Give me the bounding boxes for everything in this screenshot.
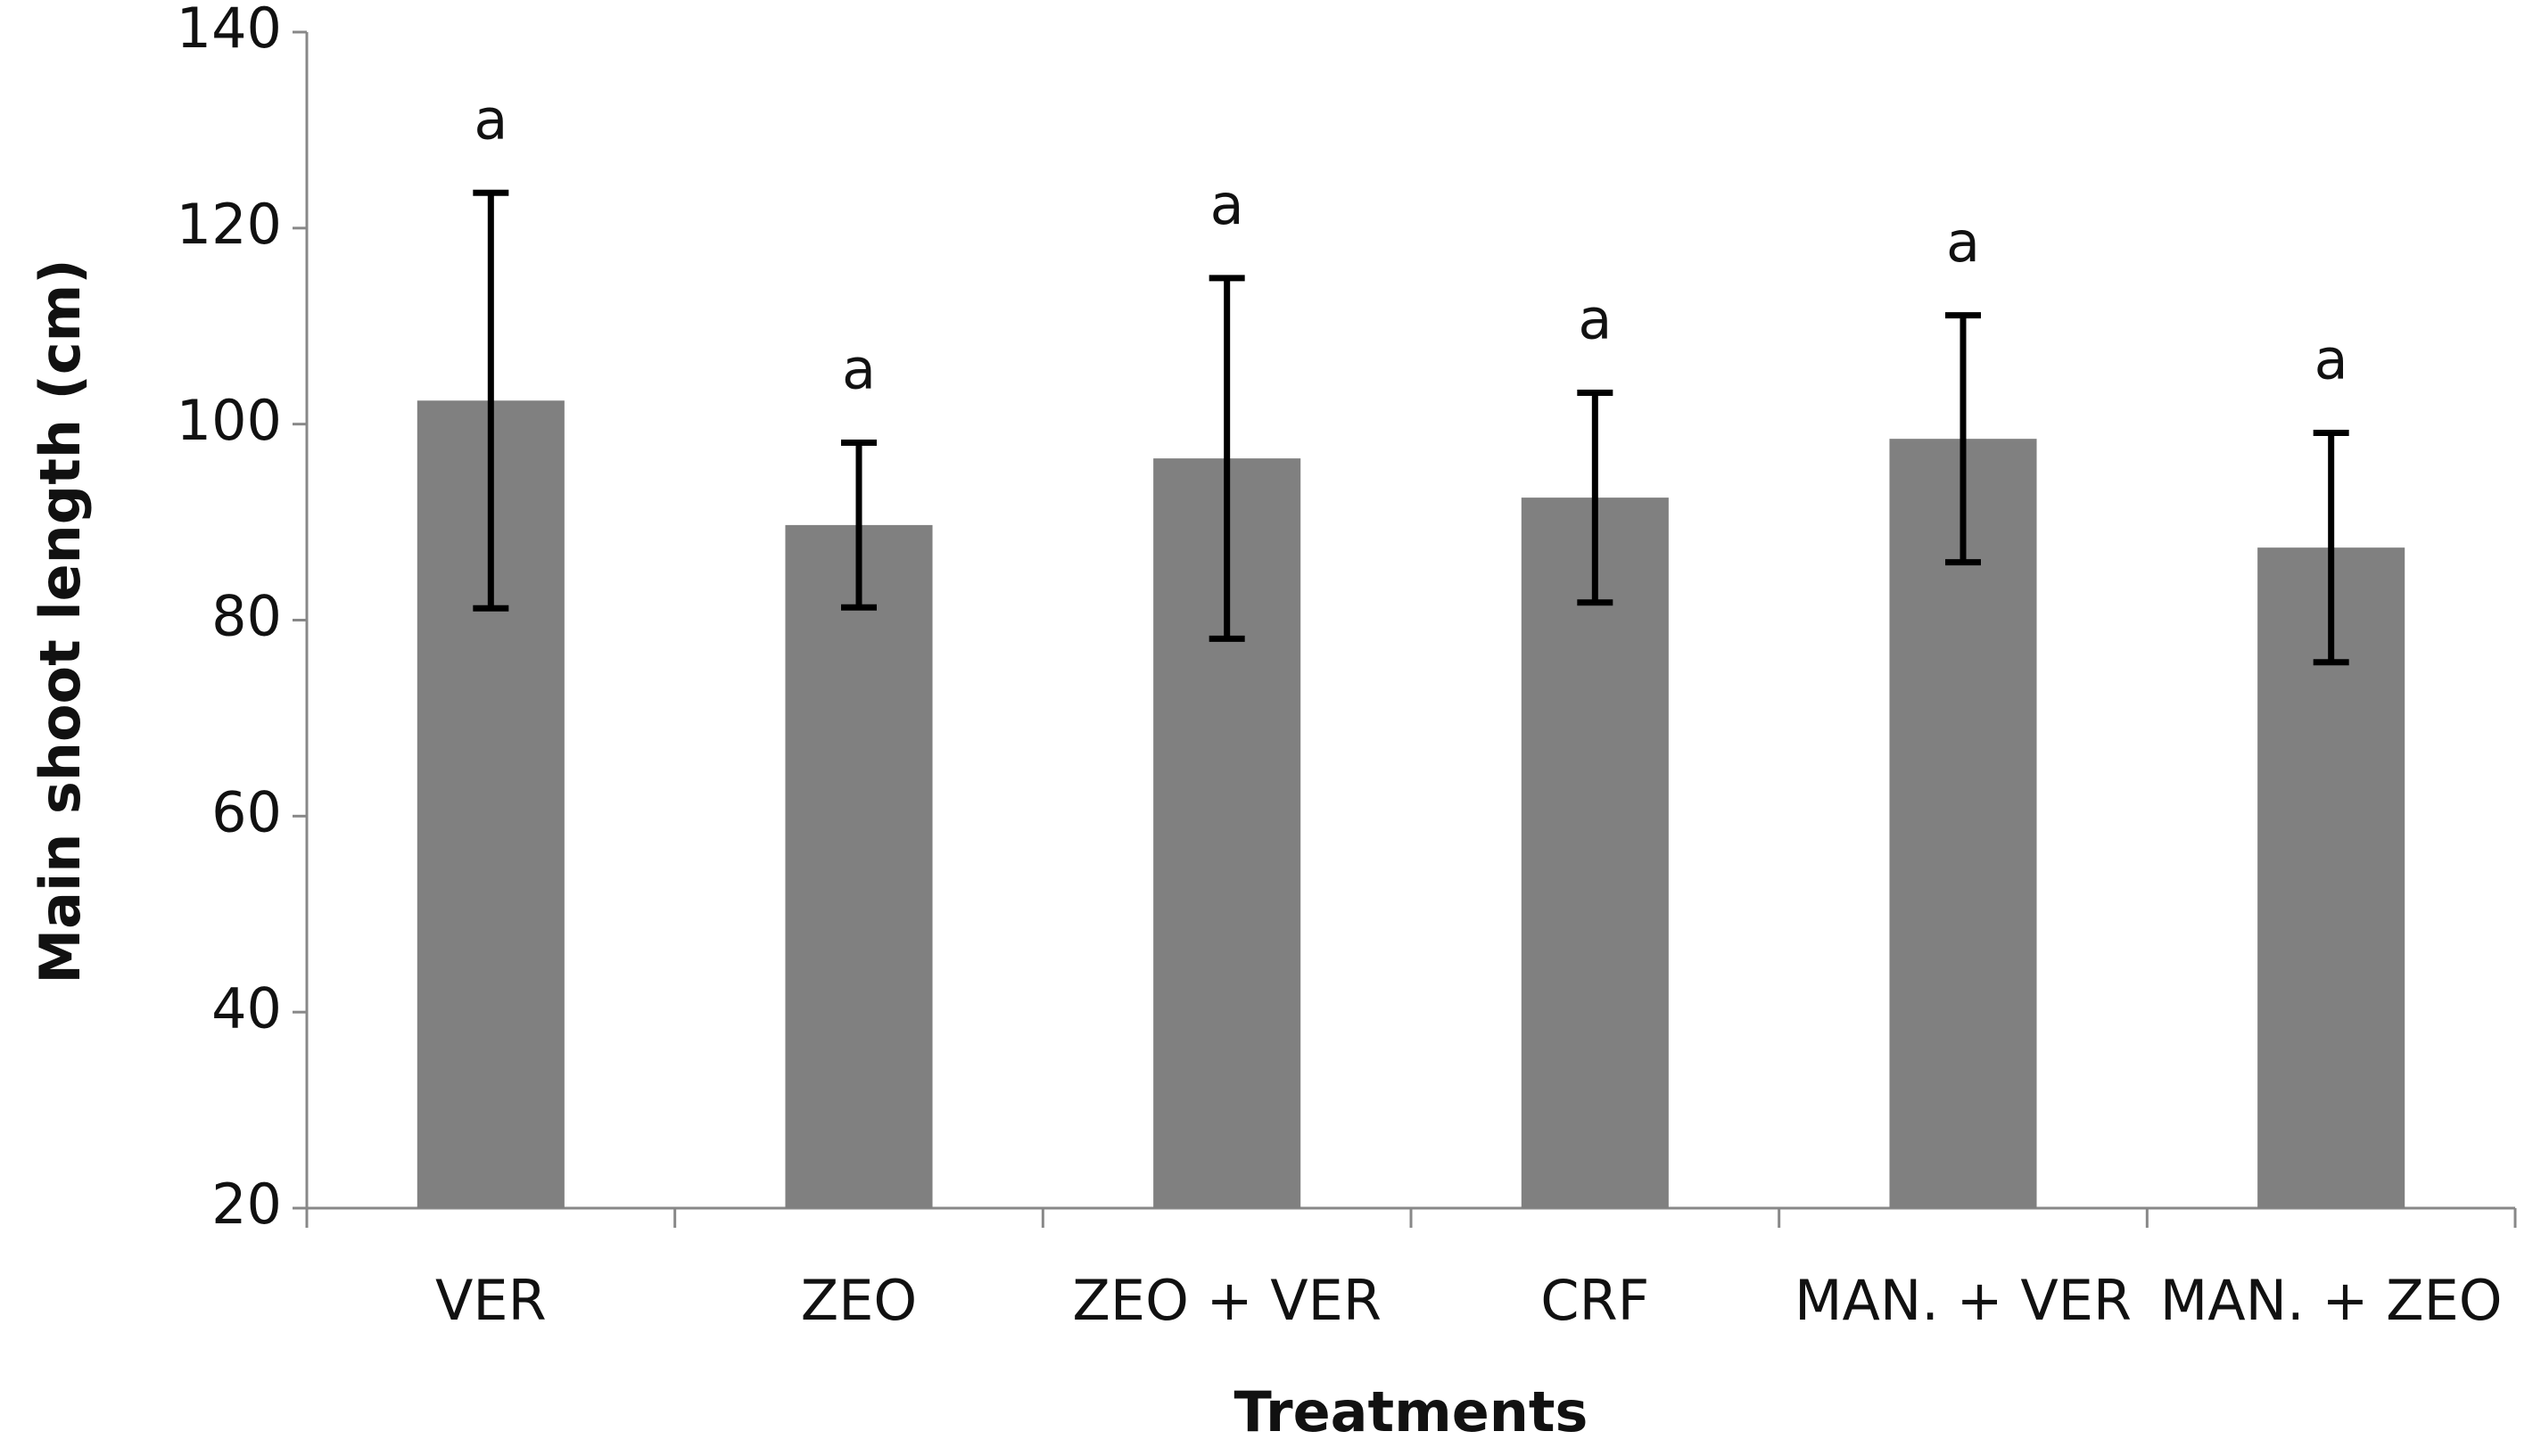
y-tick-label: 120 [177, 192, 282, 257]
bar [1521, 498, 1669, 1208]
y-tick-label: 20 [211, 1172, 282, 1237]
y-tick-label: 40 [211, 975, 282, 1041]
x-tick-label: MAN. + VER [1795, 1268, 2132, 1333]
significance-letter: a [2314, 327, 2348, 392]
error-bar [2313, 430, 2349, 666]
error-bar [1209, 275, 1245, 642]
y-tick-label: 100 [177, 388, 282, 453]
y-tick-label: 60 [211, 779, 282, 844]
x-tick-label: MAN. + ZEO [2160, 1268, 2503, 1333]
significance-letter: a [1946, 210, 1980, 275]
x-axis-title: Treatments [1234, 1379, 1588, 1444]
bar [785, 524, 933, 1208]
y-tick-label: 80 [211, 584, 282, 649]
x-tick-label: CRF [1540, 1268, 1649, 1333]
error-bar [1945, 312, 1981, 566]
significance-letter: a [474, 86, 507, 152]
error-bar [841, 440, 877, 611]
error-bar [473, 189, 509, 612]
significance-letter: a [1210, 172, 1244, 237]
significance-letter: a [842, 337, 876, 402]
x-tick-label: VER [435, 1268, 547, 1333]
significance-letter: a [1578, 287, 1612, 352]
x-tick-label: ZEO [801, 1268, 917, 1333]
bar [1889, 439, 2037, 1208]
x-tick-label: ZEO + VER [1072, 1268, 1381, 1333]
error-bar [1577, 389, 1613, 606]
y-axis-title: Main shoot length (cm) [28, 259, 93, 983]
y-tick-label: 140 [177, 0, 282, 61]
